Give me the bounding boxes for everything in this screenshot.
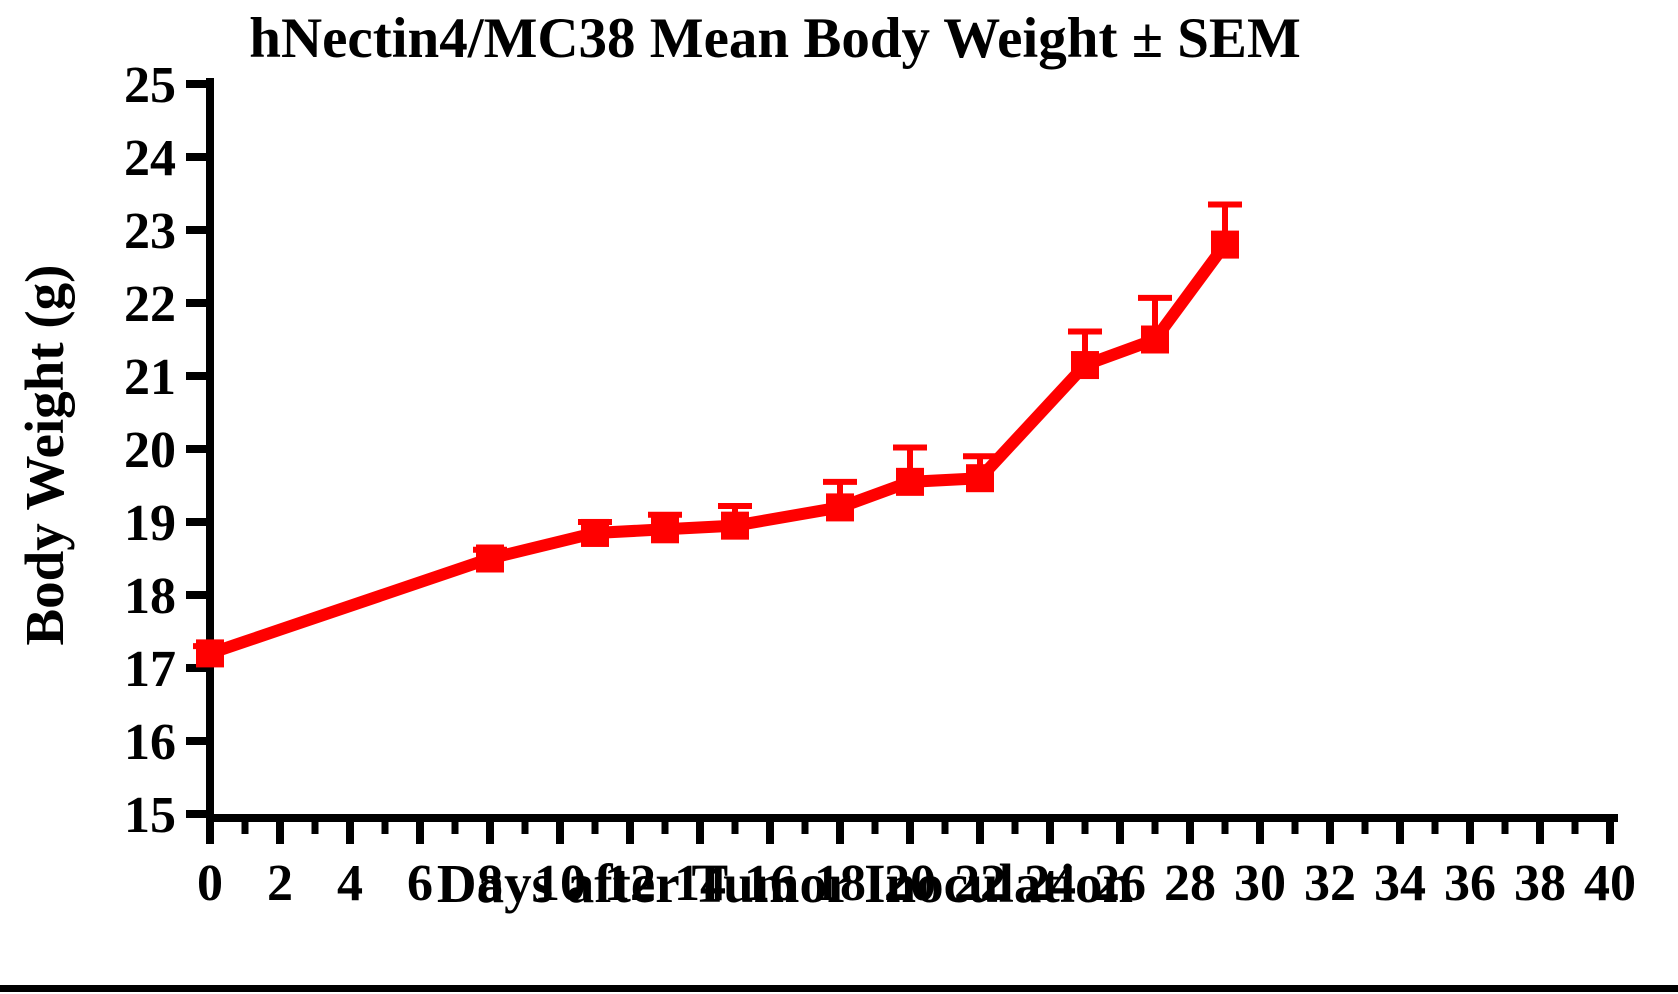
x-tick-label: 22	[954, 855, 1006, 912]
x-tick-label: 8	[477, 855, 503, 912]
x-tick-label: 24	[1024, 855, 1076, 912]
data-point-marker	[581, 518, 609, 547]
x-tick-label: 12	[604, 855, 656, 912]
x-tick-label: 4	[337, 855, 363, 912]
y-tick-label: 22	[124, 276, 176, 333]
data-point-marker	[1211, 230, 1239, 259]
x-tick-label: 28	[1164, 855, 1216, 912]
x-tick-label: 30	[1234, 855, 1286, 912]
y-tick-label: 18	[124, 568, 176, 625]
x-tick-label: 2	[267, 855, 293, 912]
x-tick-label: 36	[1444, 855, 1496, 912]
y-tick-label: 25	[124, 57, 176, 114]
data-point-marker	[1071, 351, 1099, 380]
data-point-marker	[1141, 325, 1169, 354]
chart-title: hNectin4/MC38 Mean Body Weight ± SEM	[249, 7, 1301, 70]
data-point-marker	[826, 493, 854, 522]
x-tick-label: 38	[1514, 855, 1566, 912]
y-tick-label: 20	[124, 422, 176, 479]
x-tick-label: 18	[814, 855, 866, 912]
data-point-marker	[721, 511, 749, 540]
data-point-marker	[966, 464, 994, 493]
x-tick-label: 20	[884, 855, 936, 912]
y-tick-label: 24	[124, 130, 176, 187]
y-tick-label: 21	[124, 349, 176, 406]
x-tick-label: 40	[1584, 855, 1636, 912]
data-point-marker	[476, 544, 504, 573]
y-tick-label: 17	[124, 641, 176, 698]
x-tick-label: 6	[407, 855, 433, 912]
data-point-marker	[196, 639, 224, 668]
x-tick-label: 14	[674, 855, 726, 912]
x-tick-label: 34	[1374, 855, 1426, 912]
x-tick-label: 0	[197, 855, 223, 912]
y-tick-label: 15	[124, 787, 176, 844]
x-tick-label: 32	[1304, 855, 1356, 912]
y-tick-label: 16	[124, 714, 176, 771]
page-bottom-rule	[0, 985, 1678, 992]
y-tick-label: 19	[124, 495, 176, 552]
x-tick-label: 10	[534, 855, 586, 912]
series-line	[208, 241, 1230, 660]
x-tick-label: 16	[744, 855, 796, 912]
x-tick-label: 26	[1094, 855, 1146, 912]
x-axis-title: Days after Tumor Inoculation	[436, 853, 1134, 914]
y-tick-label: 23	[124, 203, 176, 260]
data-point-marker	[896, 467, 924, 496]
data-point-marker	[651, 515, 679, 544]
